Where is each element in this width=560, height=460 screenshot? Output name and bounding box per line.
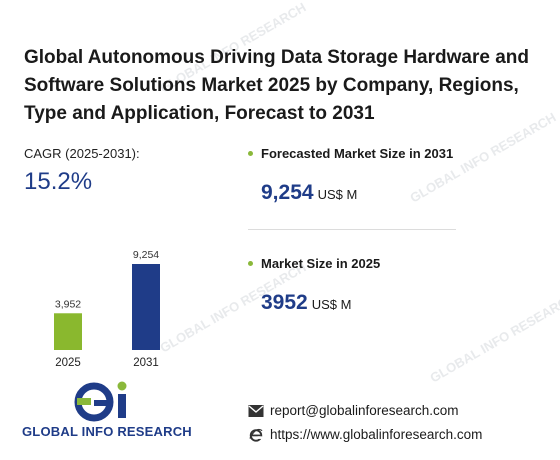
- website-contact[interactable]: https://www.globalinforesearch.com: [248, 427, 482, 442]
- current-value: 3952: [261, 291, 308, 314]
- email-link[interactable]: report@globalinforesearch.com: [270, 403, 459, 418]
- current-metric: Market Size in 2025 3952 US$ M: [248, 256, 458, 315]
- email-contact[interactable]: report@globalinforesearch.com: [248, 403, 459, 418]
- x-tick-2031: 2031: [133, 357, 159, 369]
- page-title: Global Autonomous Driving Data Storage H…: [24, 47, 529, 124]
- logo-text: GLOBAL INFO RESEARCH: [22, 424, 192, 439]
- divider: [248, 229, 456, 230]
- data-label-2031: 9,254: [133, 249, 159, 261]
- forecast-label: Forecasted Market Size in 2031: [261, 146, 454, 161]
- bullet-icon: [248, 261, 253, 266]
- bullet-icon: [248, 151, 253, 156]
- forecast-unit: US$ M: [317, 187, 358, 202]
- x-tick-2025: 2025: [55, 357, 81, 369]
- cagr-label: CAGR (2025-2031):: [24, 146, 140, 161]
- bar-chart: 3,952 2025 9,254 2031: [54, 249, 160, 369]
- bar-2031: [132, 264, 160, 350]
- current-label: Market Size in 2025: [261, 256, 381, 271]
- internet-explorer-icon: [249, 428, 263, 442]
- forecast-metric: Forecasted Market Size in 2031 9,254 US$ …: [248, 146, 458, 205]
- website-link[interactable]: https://www.globalinforesearch.com: [270, 427, 483, 442]
- data-label-2025: 3,952: [55, 298, 81, 310]
- forecast-value: 9,254: [261, 181, 314, 204]
- cagr-value: 15.2%: [24, 168, 93, 195]
- current-unit: US$ M: [311, 297, 352, 312]
- envelope-icon: [248, 404, 264, 417]
- bar-2025: [54, 313, 82, 350]
- company-logo-icon: [74, 381, 127, 422]
